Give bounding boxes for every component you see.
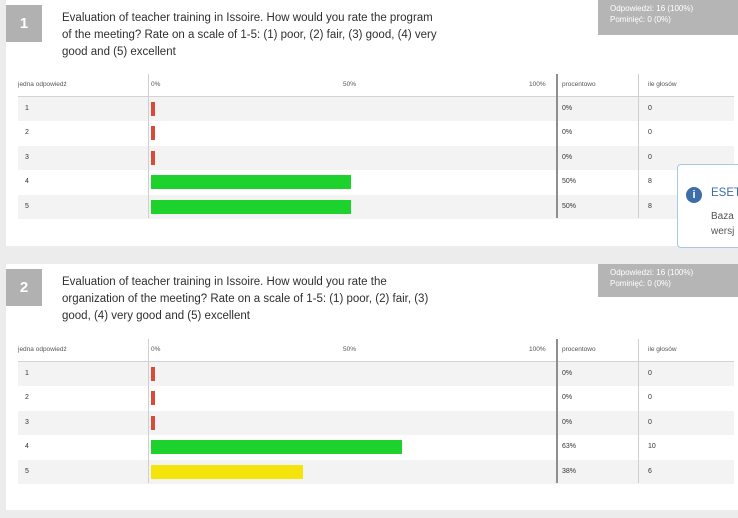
skipped-count: Pominięć: 0 (0%)	[610, 15, 671, 24]
eset-notification-popup[interactable]: i ESET Baza wersj	[677, 164, 738, 248]
answer-column-header: jedna odpowiedź	[18, 81, 67, 88]
table-row: 4 63% 10	[18, 435, 734, 459]
divider-line	[148, 339, 149, 483]
answer-label: 5	[25, 467, 29, 475]
percent-value: 50%	[562, 178, 577, 186]
table-row: 1 0% 0	[18, 97, 734, 122]
axis-label-0: 0%	[151, 81, 161, 88]
answer-label: 1	[25, 105, 29, 112]
result-bar	[151, 102, 155, 116]
response-stats: Odpowiedzi: 16 (100%) Pominięć: 0 (0%)	[598, 0, 738, 35]
percent-value: 0%	[562, 129, 573, 137]
votes-value: 10	[648, 443, 656, 451]
answer-label: 4	[25, 443, 29, 451]
votes-value: 0	[648, 418, 652, 426]
table-header: jedna odpowiedź 0% 50% 100% procentowo ile gł…	[18, 74, 734, 97]
answer-label: 3	[25, 153, 29, 161]
percent-value: 50%	[562, 202, 577, 210]
votes-value: 8	[648, 178, 652, 186]
axis-label-0: 0%	[151, 346, 161, 353]
info-icon: i	[686, 187, 702, 203]
result-bar	[151, 150, 155, 165]
results-table: jedna odpowiedź 0% 50% 100% procentowo ile gł…	[18, 74, 734, 219]
question-card-2: 2 Evaluation of teacher training in Isso…	[6, 264, 738, 510]
question-card-1: 1 Evaluation of teacher training in Isso…	[6, 0, 738, 246]
percent-value: 0%	[562, 153, 573, 161]
result-bar	[151, 415, 155, 430]
table-row: 5 50% 8	[18, 194, 734, 219]
percent-value: 0%	[562, 394, 573, 402]
divider-line	[638, 74, 639, 218]
result-bar	[151, 126, 155, 141]
table-row: 2 0% 0	[18, 386, 734, 410]
votes-value: 0	[648, 370, 652, 377]
result-bar	[151, 367, 155, 381]
votes-column-header: ile głosów	[648, 81, 677, 88]
result-bar	[151, 175, 351, 190]
divider-line	[148, 74, 149, 218]
answer-label: 2	[25, 394, 29, 402]
axis-label-100: 100%	[529, 81, 546, 88]
answer-label: 2	[25, 129, 29, 137]
percent-value: 63%	[562, 443, 577, 451]
percent-value: 38%	[562, 467, 577, 475]
table-header: jedna odpowiedź 0% 50% 100% procentowo ile gł…	[18, 339, 734, 362]
question-text: Evaluation of teacher training in Issoir…	[62, 276, 429, 322]
answer-column-header: jedna odpowiedź	[18, 346, 67, 353]
percent-column-header: procentowo	[562, 81, 596, 88]
answers-count: Odpowiedzi: 16 (100%)	[610, 268, 694, 277]
percent-value: 0%	[562, 370, 573, 377]
axis-label-50: 50%	[343, 81, 357, 88]
answer-label: 5	[25, 202, 29, 210]
popup-body: Baza wersj	[711, 211, 735, 237]
answers-count: Odpowiedzi: 16 (100%)	[610, 4, 694, 13]
table-row: 1 0% 0	[18, 362, 734, 387]
votes-value: 6	[648, 467, 652, 475]
question-number: 1	[6, 5, 42, 42]
votes-value: 0	[648, 394, 652, 402]
answer-label: 1	[25, 370, 29, 377]
result-bar	[151, 391, 155, 406]
question-text: Evaluation of teacher training in Issoir…	[62, 12, 437, 58]
votes-value: 0	[648, 129, 652, 137]
table-row: 2 0% 0	[18, 121, 734, 145]
axis-label-50: 50%	[343, 346, 357, 353]
skipped-count: Pominięć: 0 (0%)	[610, 279, 671, 288]
table-row: 5 38% 6	[18, 459, 734, 484]
votes-column-header: ile głosów	[648, 346, 677, 353]
votes-value: 0	[648, 153, 652, 161]
votes-value: 0	[648, 105, 652, 112]
percent-value: 0%	[562, 105, 573, 112]
result-bar	[151, 464, 303, 479]
votes-value: 8	[648, 202, 652, 210]
divider-line	[556, 74, 558, 218]
answer-label: 3	[25, 418, 29, 426]
table-row: 3 0% 0	[18, 145, 734, 171]
axis-label-100: 100%	[529, 346, 546, 353]
percent-value: 0%	[562, 418, 573, 426]
result-bar	[151, 199, 351, 214]
answer-label: 4	[25, 178, 29, 186]
table-row: 3 0% 0	[18, 410, 734, 436]
divider-line	[556, 339, 558, 483]
percent-column-header: procentowo	[562, 346, 596, 353]
popup-title: ESET	[711, 187, 738, 199]
results-table: jedna odpowiedź 0% 50% 100% procentowo ile gł…	[18, 339, 734, 484]
question-number: 2	[6, 269, 42, 306]
result-bar	[151, 440, 402, 455]
response-stats: Odpowiedzi: 16 (100%) Pominięć: 0 (0%)	[598, 264, 738, 297]
divider-line	[638, 339, 639, 483]
table-row: 4 50% 8	[18, 170, 734, 194]
